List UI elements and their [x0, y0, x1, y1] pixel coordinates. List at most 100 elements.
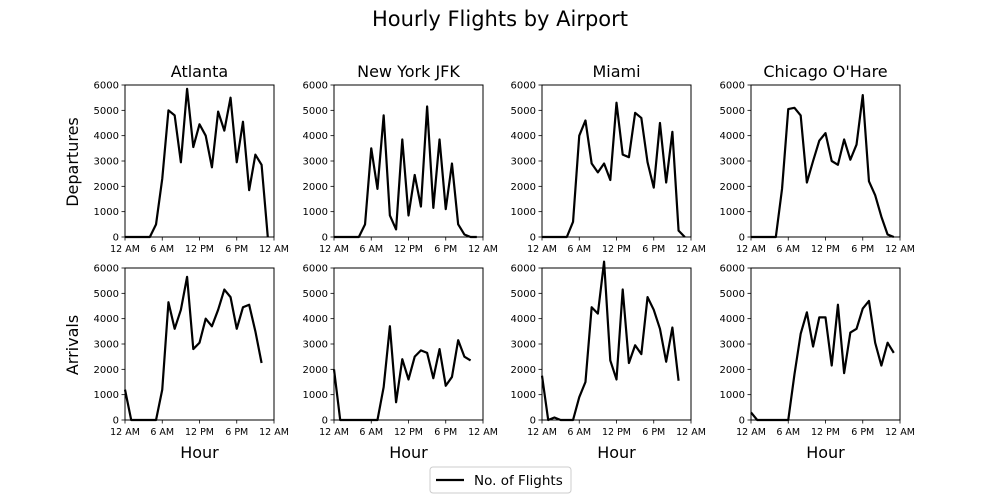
y-tick-label: 2000: [303, 365, 328, 376]
x-tick-label: 12 AM: [110, 427, 140, 438]
y-tick-label: 2000: [303, 182, 328, 193]
y-tick-label: 0: [113, 416, 119, 427]
y-tick-label: 6000: [303, 81, 328, 92]
x-axis-label: Hour: [806, 443, 845, 462]
y-tick-label: 1000: [303, 390, 328, 401]
x-tick-label: 12 PM: [185, 244, 214, 255]
x-axis-label: Hour: [180, 443, 219, 462]
y-tick-label: 2000: [720, 182, 745, 193]
y-tick-label: 1000: [94, 207, 119, 218]
panel-departures-new-york-jfk: New York JFK 0 1000 2000 3000 4000 5000 6000 12 …: [303, 62, 498, 255]
y-tick-label: 4000: [303, 131, 328, 142]
panel-title-miami: Miami: [592, 62, 640, 81]
chart-title: Hourly Flights by Airport: [372, 7, 628, 31]
x-tick-label: 12 PM: [394, 244, 423, 255]
y-tick-label: 6000: [720, 264, 745, 275]
y-tick-label: 3000: [303, 340, 328, 351]
series-line-atlanta-arrivals: [123, 275, 263, 422]
y-tick-label: 6000: [94, 81, 119, 92]
y-tick-label: 4000: [511, 314, 536, 325]
y-tick-label: 5000: [94, 289, 119, 300]
y-tick-label: 0: [739, 233, 745, 244]
x-tick-label: 12 AM: [319, 244, 349, 255]
x-tick-label: 6 PM: [642, 427, 665, 438]
x-tick-label: 6 AM: [359, 244, 383, 255]
panel-arrivals-miami: 0 1000 2000 3000 4000 5000 6000 12 AM 6 AM 12 PM 6…: [511, 260, 706, 462]
x-tick-label: 12 PM: [602, 427, 631, 438]
panel-arrivals-atlanta: 0 1000 2000 3000 4000 5000 6000 12 AM 6 AM 12 PM 6…: [94, 264, 289, 463]
y-tick-label: 3000: [511, 340, 536, 351]
legend: No. of Flights: [429, 466, 572, 494]
legend-box: [429, 466, 572, 494]
x-tick-label: 6 PM: [851, 244, 874, 255]
y-tick-label: 5000: [720, 289, 745, 300]
x-tick-label: 6 AM: [567, 427, 591, 438]
y-tick-label: 3000: [511, 157, 536, 168]
x-tick-label: 12 AM: [676, 244, 706, 255]
y-tick-label: 1000: [511, 390, 536, 401]
panel-departures-miami: Miami 0 1000 2000 3000 4000 5000 6000 12 AM 6 AM 1…: [511, 62, 706, 255]
plot-frame: [750, 84, 901, 238]
y-tick-label: 0: [739, 416, 745, 427]
plot-frame: [124, 84, 275, 238]
x-tick-label: 6 AM: [776, 427, 800, 438]
x-tick-label: 12 PM: [394, 427, 423, 438]
y-tick-label: 1000: [720, 207, 745, 218]
series-line-atlanta-departures: [125, 87, 269, 239]
x-tick-label: 12 PM: [811, 427, 840, 438]
y-tick-label: 4000: [303, 314, 328, 325]
y-tick-label: 5000: [511, 289, 536, 300]
x-tick-label: 6 AM: [150, 427, 174, 438]
x-tick-label: 12 AM: [319, 427, 349, 438]
x-tick-label: 6 PM: [434, 244, 457, 255]
x-tick-label: 12 AM: [468, 244, 498, 255]
panel-title-chicago-o-hare: Chicago O'Hare: [763, 62, 887, 81]
y-tick-label: 2000: [94, 365, 119, 376]
x-tick-label: 12 PM: [185, 427, 214, 438]
y-tick-label: 5000: [94, 106, 119, 117]
y-tick-label: 0: [530, 233, 536, 244]
x-tick-label: 12 PM: [811, 244, 840, 255]
series-line-miami-departures: [542, 101, 686, 239]
panel-arrivals-chicago-o-hare: 0 1000 2000 3000 4000 5000 6000 12 AM 6 AM 12 PM 6…: [720, 264, 915, 463]
row-label-arrivals: Arrivals: [63, 315, 82, 375]
y-tick-label: 6000: [720, 81, 745, 92]
x-tick-label: 6 PM: [225, 244, 248, 255]
y-tick-label: 6000: [94, 264, 119, 275]
y-tick-label: 0: [113, 233, 119, 244]
y-tick-label: 3000: [94, 340, 119, 351]
panel-title-new-york-jfk: New York JFK: [357, 62, 460, 81]
x-tick-label: 12 AM: [527, 244, 557, 255]
y-tick-label: 0: [322, 233, 328, 244]
x-tick-label: 6 PM: [434, 427, 457, 438]
series-line-chicago-o-hare-arrivals: [750, 299, 895, 422]
y-tick-label: 3000: [303, 157, 328, 168]
panel-departures-chicago-o-hare: Chicago O'Hare 0 1000 2000 3000 4000 5000 6000 1…: [720, 62, 915, 255]
x-tick-label: 6 AM: [359, 427, 383, 438]
y-tick-label: 4000: [94, 314, 119, 325]
panel-arrivals-new-york-jfk: 0 1000 2000 3000 4000 5000 6000 12 AM 6 AM 12 PM 6…: [303, 264, 498, 463]
series-line-new-york-jfk-arrivals: [332, 325, 472, 422]
y-tick-label: 1000: [303, 207, 328, 218]
series-line-new-york-jfk-departures: [334, 105, 477, 239]
panels: Atlanta 0 1000 2000 3000 4000 5000 6000 12 AM 6 A…: [94, 62, 915, 462]
y-tick-label: 1000: [94, 390, 119, 401]
x-axis-label: Hour: [389, 443, 428, 462]
y-tick-label: 2000: [511, 182, 536, 193]
x-tick-label: 12 AM: [468, 427, 498, 438]
y-tick-label: 5000: [511, 106, 536, 117]
y-tick-label: 5000: [303, 289, 328, 300]
y-tick-label: 4000: [511, 131, 536, 142]
panel-departures-atlanta: Atlanta 0 1000 2000 3000 4000 5000 6000 12 AM 6 A…: [94, 62, 289, 255]
legend-label: No. of Flights: [474, 473, 563, 489]
y-tick-label: 4000: [720, 131, 745, 142]
x-tick-label: 6 PM: [225, 427, 248, 438]
y-tick-label: 2000: [511, 365, 536, 376]
y-tick-label: 2000: [94, 182, 119, 193]
y-tick-label: 4000: [720, 314, 745, 325]
y-tick-label: 3000: [94, 157, 119, 168]
y-tick-label: 3000: [720, 340, 745, 351]
y-tick-label: 5000: [720, 106, 745, 117]
x-tick-label: 12 AM: [259, 244, 289, 255]
